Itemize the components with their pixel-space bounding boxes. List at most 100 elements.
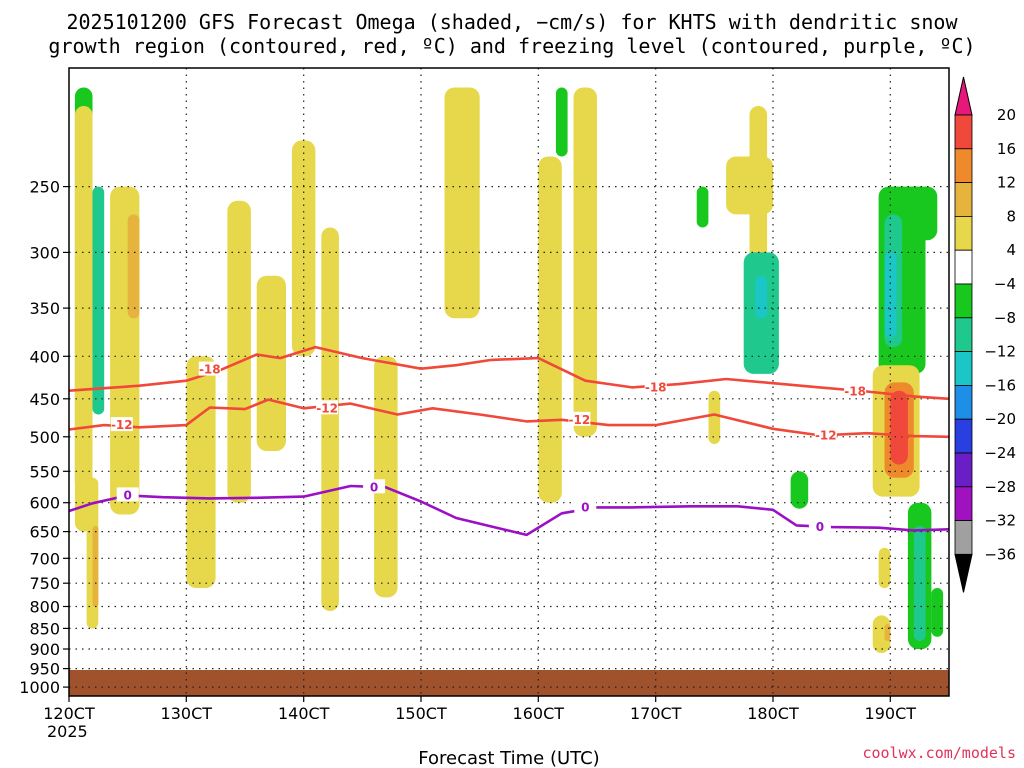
colorbar-tick-label: 8: [1006, 207, 1016, 225]
colorbar-bin-3: [954, 182, 973, 217]
y-tick-label: 550: [29, 462, 60, 481]
credit-text: coolwx.com/models: [862, 744, 1016, 762]
omega-shaded-cell-32: [913, 526, 926, 641]
colorbar-bin-4: [954, 215, 973, 251]
y-axis-ticks: 250 300 350 400 450 500 550 600 650 700 750 800 850 9…: [19, 178, 69, 697]
omega-shaded-cell-20: [696, 186, 709, 228]
colorbar-bin-6: [954, 283, 973, 319]
contour-label-dgz_minus12: -12: [815, 428, 837, 442]
colorbar-bin-12: [954, 486, 973, 521]
omega-shaded-cell-4: [127, 214, 140, 319]
omega-shaded-cell-34: [878, 547, 891, 589]
colorbar-tick-label: −4: [994, 275, 1016, 293]
y-tick-label: 600: [29, 494, 60, 513]
x-axis-ticks: 120CT 130CT 140CT 150CT 160CT 170CT 180CT 190CT: [43, 696, 916, 723]
colorbar-tick-label: −32: [984, 512, 1016, 530]
omega-shaded-cell-15: [573, 87, 597, 437]
omega-shaded-cell-9: [256, 275, 286, 451]
y-tick-label: 500: [29, 428, 60, 447]
grid-lines: [69, 68, 949, 696]
ground-below-surface: [69, 670, 949, 696]
y-tick-label: 900: [29, 640, 60, 659]
contour-label-bg-dgz_minus18-2: [844, 383, 867, 398]
contour-label-freezing_level: 0: [370, 480, 378, 494]
colorbar-tick-label: 4: [1006, 241, 1016, 259]
y-tick-label: 850: [29, 619, 60, 638]
x-tick-label: 180CT: [747, 704, 799, 723]
y-tick-label: 250: [29, 178, 60, 197]
omega-shaded-cell-14: [538, 156, 562, 503]
chart-title-line2: growth region (contoured, red, ºC) and f…: [48, 34, 975, 58]
colorbar-tick-label: −12: [984, 343, 1016, 361]
contour-label-bg-freezing_level-1: [363, 479, 386, 494]
y-tick-label: 350: [29, 299, 60, 318]
chart-title-line1: 2025101200 GFS Forecast Omega (shaded, −…: [66, 10, 958, 34]
y-tick-label: 1000: [19, 678, 60, 697]
omega-shaded-cell-36: [884, 624, 891, 641]
x-tick-label: 120CT: [43, 704, 95, 723]
omega-shaded-cell-26: [884, 252, 897, 338]
x-tick-label: 130CT: [161, 704, 213, 723]
contour-label-bg-dgz_minus18-0: [198, 361, 221, 376]
colorbar-tick-label: 20: [997, 106, 1016, 124]
plot-background: [69, 68, 949, 696]
colorbar-bin-2: [954, 148, 973, 184]
omega-shaded-cell-2: [74, 106, 93, 532]
y-tick-label: 450: [29, 390, 60, 409]
omega-shaded-cell-1: [92, 186, 105, 415]
omega-shaded-cell-7: [186, 356, 216, 588]
y-tick-label: 300: [29, 243, 60, 262]
omega-shaded-cell-13: [444, 87, 480, 319]
omega-shaded-cell-22: [755, 275, 768, 319]
colorbar-tick-label: −28: [984, 478, 1016, 496]
colorbar-bin-8: [954, 351, 973, 386]
x-tick-label: 140CT: [278, 704, 330, 723]
y-tick-label: 950: [29, 660, 60, 679]
colorbar-bin-13: [954, 520, 973, 555]
x-axis-year-label: 2025: [47, 722, 88, 741]
contour-label-dgz_minus12: -12: [111, 418, 133, 432]
contour-lines: -18 -18 -18 -12 -12 -12 -12 0 0 0 0: [68, 345, 950, 537]
contour-label-bg-freezing_level-2: [574, 499, 597, 514]
x-tick-label: 160CT: [513, 704, 565, 723]
y-tick-label: 750: [29, 574, 60, 593]
colorbar-tick-label: 16: [997, 140, 1016, 158]
colorbar-tick-label: −8: [994, 309, 1016, 327]
x-tick-label: 170CT: [630, 704, 682, 723]
colorbar-tick-label: 12: [997, 174, 1016, 192]
x-tick-label: 190CT: [865, 704, 917, 723]
contour-label-bg-freezing_level-0: [116, 487, 139, 502]
contour-label-bg-dgz_minus12-0: [110, 417, 133, 432]
colorbar-bin-11: [954, 452, 973, 488]
colorbar-bottom-arrow: [954, 553, 973, 593]
omega-shaded-cell-33: [931, 588, 944, 637]
contour-label-freezing_level: 0: [581, 500, 589, 514]
omega-shaded-cell-19: [749, 106, 768, 265]
x-tick-label: 150CT: [395, 704, 447, 723]
omega-shaded-cell-11: [321, 227, 339, 611]
colorbar-tick-label: −24: [984, 444, 1016, 462]
y-tick-label: 800: [29, 598, 60, 617]
colorbar-bin-9: [954, 384, 973, 420]
contour-dgz_minus12: [68, 398, 950, 439]
omega-shaded-cell-17: [708, 390, 721, 444]
omega-shaded-cell-27: [902, 186, 938, 241]
omega-shaded-cell-23: [790, 471, 809, 509]
omega-shading: [74, 87, 944, 653]
x-axis-title: Forecast Time (UTC): [418, 748, 599, 768]
colorbar-bin-7: [954, 317, 973, 352]
contour-label-bg-dgz_minus12-1: [316, 400, 339, 415]
plot-frame: [68, 67, 950, 697]
contour-label-bg-dgz_minus12-3: [814, 427, 837, 442]
plot-area: -18 -18 -18 -12 -12 -12 -12 0 0 0 0 250 300 350 400 45…: [19, 67, 950, 723]
y-tick-label: 650: [29, 523, 60, 542]
contour-label-dgz_minus12: -12: [569, 413, 591, 427]
colorbar-top-arrow: [954, 76, 973, 116]
contour-label-bg-freezing_level-3: [808, 519, 831, 534]
y-tick-label: 400: [29, 347, 60, 366]
omega-shaded-cell-10: [291, 140, 316, 357]
colorbar-bin-10: [954, 418, 973, 454]
contour-label-dgz_minus18: -18: [844, 385, 866, 399]
colorbar-tick-label: −16: [984, 376, 1016, 394]
